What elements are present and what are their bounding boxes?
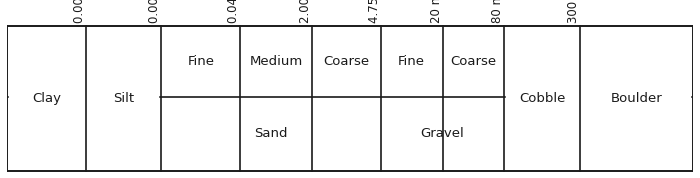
Text: 80 mm: 80 mm (491, 0, 504, 23)
Text: 0.0075 mm: 0.0075 mm (148, 0, 161, 23)
Text: 0.002 mm: 0.002 mm (73, 0, 86, 23)
Text: 2.00 mm: 2.00 mm (300, 0, 312, 23)
Text: Gravel: Gravel (421, 127, 465, 140)
Text: Boulder: Boulder (610, 92, 662, 105)
Text: 300 mm: 300 mm (567, 0, 580, 23)
Text: Coarse: Coarse (323, 55, 370, 68)
Text: Sand: Sand (254, 127, 288, 140)
Text: Fine: Fine (188, 55, 214, 68)
Text: Medium: Medium (250, 55, 303, 68)
Text: 0.0425 mm: 0.0425 mm (228, 0, 240, 23)
Text: Fine: Fine (398, 55, 425, 68)
Text: Coarse: Coarse (450, 55, 496, 68)
Text: Cobble: Cobble (519, 92, 566, 105)
Text: 4.75 mm: 4.75 mm (368, 0, 381, 23)
Text: 20 mm: 20 mm (430, 0, 442, 23)
Bar (7, 26, 693, 171)
Text: Silt: Silt (113, 92, 134, 105)
Text: Clay: Clay (32, 92, 61, 105)
